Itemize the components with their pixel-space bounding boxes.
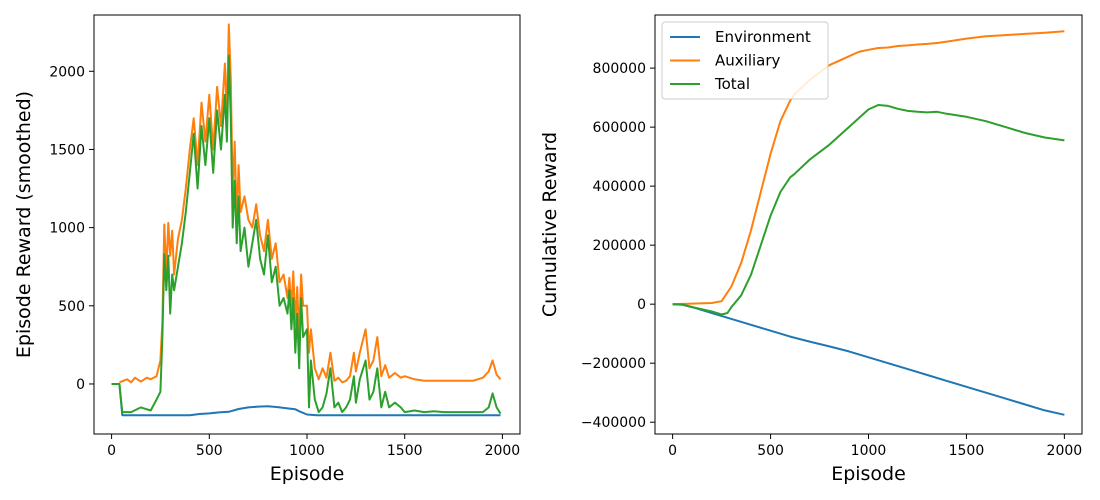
series-line-0 — [111, 383, 501, 417]
y-tick-label: 600000 — [593, 120, 646, 136]
series-line-2 — [111, 54, 502, 415]
y-tick-label: 0 — [637, 297, 646, 313]
x-tick-label: 1000 — [289, 443, 325, 459]
left-panel-episode-reward: 0 500 1000 1500 2000 0 500 1000 1500 2000 Episode E… — [13, 14, 521, 485]
x-axis-label: Episode — [831, 463, 906, 485]
legend-label-environment: Environment — [715, 28, 811, 46]
y-tick-label: 1000 — [49, 221, 85, 237]
x-tick-label: 500 — [757, 443, 784, 459]
y-tick-label: −400000 — [581, 415, 646, 431]
x-tick-label: 500 — [196, 443, 223, 459]
series-line-auxiliary — [672, 30, 1065, 306]
x-tick-label: 1000 — [851, 443, 887, 459]
x-axis-label: Episode — [270, 463, 345, 485]
x-tick-label: 0 — [668, 443, 677, 459]
y-tick-label: 1500 — [49, 142, 85, 158]
series-line-environment — [672, 303, 1065, 416]
y-tick-label: 2000 — [49, 64, 85, 80]
y-tick-label: 200000 — [593, 238, 646, 254]
x-tick-label: 2000 — [485, 443, 521, 459]
y-tick-label: −200000 — [581, 356, 646, 372]
x-tick-label: 1500 — [949, 443, 985, 459]
legend: Environment Auxiliary Total — [661, 21, 829, 100]
legend-box — [661, 21, 829, 100]
y-tick-label: 500 — [58, 299, 85, 315]
right-panel-cumulative-reward: 0 500 1000 1500 2000 −400000 −200000 0 200000 400… — [539, 14, 1083, 485]
y-axis-label: Cumulative Reward — [539, 132, 561, 317]
y-tick-label: 800000 — [593, 61, 646, 77]
legend-label-total: Total — [714, 75, 750, 93]
series-line-total — [672, 104, 1065, 316]
x-tick-label: 1500 — [387, 443, 423, 459]
y-axis-label: Episode Reward (smoothed) — [13, 91, 35, 358]
x-tick-label: 2000 — [1047, 443, 1083, 459]
y-tick-label: 0 — [76, 377, 85, 393]
x-tick-label: 0 — [107, 443, 116, 459]
legend-label-auxiliary: Auxiliary — [715, 52, 781, 70]
series-line-1 — [119, 23, 502, 384]
y-tick-label: 400000 — [593, 179, 646, 195]
